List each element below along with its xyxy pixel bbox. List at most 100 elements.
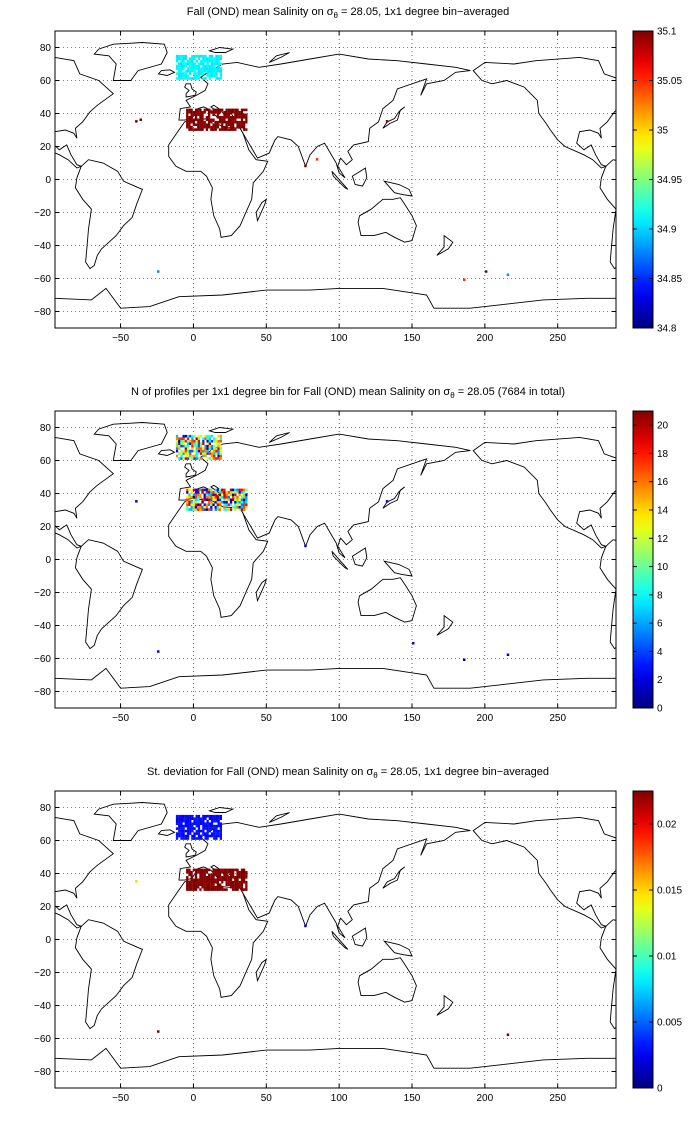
colorbar-tick-label: 2 [657,675,663,686]
bin-1 [232,883,235,886]
bin-1 [243,493,246,497]
bin-1 [190,120,193,124]
bin-1 [210,118,213,122]
bin-1 [232,880,235,884]
bin-1 [221,496,224,499]
bin-0 [204,824,207,828]
bin-0 [182,442,185,445]
bin-1 [243,508,246,511]
bin-1 [240,505,244,509]
bin-0 [204,434,207,438]
bin-1 [197,491,200,494]
coastline-0 [472,436,616,549]
bin-0 [191,814,194,818]
bin-1 [243,113,246,117]
bin-0 [193,54,196,58]
bin-0 [191,834,194,838]
bin-0 [191,62,194,65]
x-tick-label: 200 [477,713,494,724]
bin-1 [214,500,217,504]
bin-0 [217,447,220,450]
bin-0 [202,824,205,828]
bin-1 [216,108,219,112]
bin-1 [192,503,195,506]
bin-1 [205,876,209,879]
bin-0 [180,449,183,453]
bin-1 [188,871,191,874]
bin-0 [197,817,201,820]
bin-1 [203,123,206,126]
bin-1 [245,113,248,117]
bin-0 [217,69,220,73]
bin-1 [197,125,200,129]
bin-0 [175,444,179,448]
bin-0 [202,454,205,458]
bin-0 [189,832,192,835]
bin-0 [210,72,214,75]
x-tick-label: 0 [191,713,197,724]
bin-1 [214,128,217,131]
bin-0 [180,814,183,818]
bin-1 [227,503,230,506]
bin-0 [186,437,190,440]
bin-1 [243,108,246,112]
bin-1 [205,885,209,889]
bin-1 [214,491,217,494]
bin-1 [203,125,206,129]
bin-1 [201,505,204,509]
bin-0 [215,832,218,835]
bin-1 [232,871,235,874]
bin-1 [190,113,193,117]
y-tick-label: 20 [40,902,52,913]
coastline-13 [157,449,176,456]
bin-0 [175,54,179,58]
bin-0 [182,57,185,60]
bin-1 [218,888,222,891]
bin-1 [221,880,224,884]
bin-0 [208,77,211,80]
bin-1 [190,111,193,114]
bin-1 [238,871,241,874]
bin-0 [219,77,222,80]
bin-0 [186,824,190,828]
bin-1 [205,888,209,891]
coastline-antarctica [55,1047,616,1069]
bin-1 [240,491,244,494]
bin-1 [214,880,217,884]
x-tick-label: 200 [477,333,494,344]
bin-1 [192,118,195,122]
bin-0 [219,822,222,825]
bin-1 [205,118,209,122]
bin-1 [190,880,193,884]
bin-1 [194,508,198,511]
data-point-1 [139,118,142,121]
bin-1 [208,503,211,506]
x-tick-label: 100 [331,1093,348,1104]
bin-0 [184,439,187,443]
bin-1 [218,108,222,112]
bin-0 [195,74,198,78]
bin-0 [219,457,222,460]
y-tick-label: −80 [34,307,51,318]
panel-3-title-post: = 28.05, 1x1 degree bin−averaged [377,766,549,778]
bin-0 [191,829,194,833]
bin-0 [180,827,183,830]
bin-0 [197,824,201,828]
bin-0 [213,454,216,458]
bin-1 [229,503,233,506]
bin-0 [175,827,179,830]
bin-1 [216,873,219,877]
data-point-5 [412,642,415,645]
bin-0 [208,827,211,830]
coastline-1 [619,43,692,81]
colorbar [632,410,654,709]
coastline-3 [168,878,269,998]
bin-1 [192,885,195,889]
bin-0 [178,57,181,60]
bin-1 [216,505,219,509]
bin-1 [232,488,235,492]
data-bins [135,54,510,281]
bin-1 [214,120,217,124]
bin-1 [203,868,206,872]
bin-1 [221,888,224,891]
